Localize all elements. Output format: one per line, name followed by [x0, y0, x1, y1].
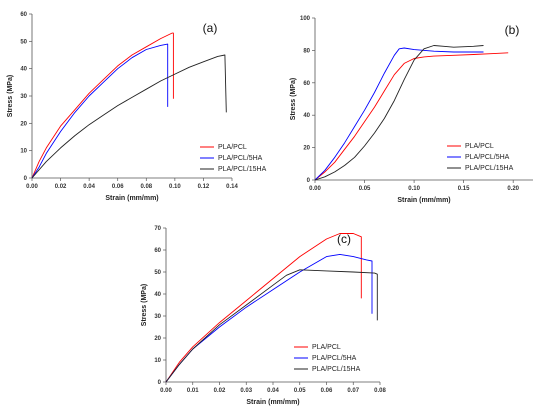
- chart-b-x-tick-label: 0.05: [359, 186, 371, 192]
- chart-b-series-line-2: [314, 45, 484, 181]
- chart-a-x-tick-label: 0.12: [198, 184, 210, 190]
- chart-b-y-tick-label: 40: [303, 113, 310, 119]
- chart-a-x-tick-label: 0.08: [140, 184, 152, 190]
- chart-c-x-axis-label: Strain (mm/mm): [246, 399, 299, 406]
- chart-a-x-tick-label: 0.06: [112, 184, 124, 190]
- chart-c-series-line-0: [165, 233, 362, 383]
- chart-a-y-tick-label: 60: [20, 12, 27, 18]
- chart-b-panel-label: (b): [505, 23, 520, 37]
- chart-c-y-tick-label: 50: [154, 270, 161, 276]
- chart-c-x-tick-label: 0.01: [187, 388, 199, 394]
- chart-a-x-tick-label: 0.14: [226, 184, 238, 190]
- chart-b-y-tick-label: 0: [307, 178, 311, 184]
- chart-c-x-tick-label: 0.02: [214, 388, 226, 394]
- chart-a-series-line-0: [31, 32, 174, 179]
- chart-c-x-tick-label: 0.04: [267, 388, 279, 394]
- chart-a-y-tick-label: 40: [20, 67, 27, 73]
- chart-b-series-line-1: [314, 47, 484, 181]
- chart-c-legend-label-0: PLA/PCL: [312, 344, 341, 351]
- chart-c-x-tick-label: 0.08: [374, 388, 386, 394]
- chart-c-y-tick-label: 0: [158, 380, 162, 386]
- chart-c-x-tick-label: 0.05: [294, 388, 306, 394]
- chart-b-y-tick-label: 60: [303, 81, 310, 87]
- chart-a-y-axis-label: Stress (MPa): [7, 75, 14, 117]
- chart-c-x-tick-label: 0.07: [347, 388, 359, 394]
- chart-c-y-tick-label: 40: [154, 292, 161, 298]
- chart-c-y-tick-label: 20: [154, 336, 161, 342]
- chart-c-y-axis-label: Stress (MPa): [141, 284, 148, 326]
- chart-c-x-tick-label: 0.00: [160, 388, 172, 394]
- chart-b-legend-label-1: PLA/PCL/5HA: [465, 154, 510, 161]
- chart-a-y-tick-label: 30: [20, 94, 27, 100]
- chart-c-legend-label-2: PLA/PCL/15HA: [312, 366, 361, 373]
- chart-c-series-line-1: [165, 253, 373, 383]
- chart-b-x-tick-label: 0.10: [408, 186, 420, 192]
- chart-a-x-tick-label: 0.10: [169, 184, 181, 190]
- chart-b-y-tick-label: 20: [303, 146, 310, 152]
- chart-a-y-tick-label: 0: [24, 176, 28, 182]
- chart-a-series-line-2: [31, 54, 227, 179]
- chart-b-y-tick-label: 80: [303, 48, 310, 54]
- chart-c-x-tick-label: 0.06: [321, 388, 333, 394]
- chart-c-y-tick-label: 30: [154, 314, 161, 320]
- chart-a-y-tick-label: 20: [20, 121, 27, 127]
- chart-c-x-tick-label: 0.03: [240, 388, 252, 394]
- chart-c-y-tick-label: 60: [154, 248, 161, 254]
- chart-b-legend-label-0: PLA/PCL: [465, 143, 494, 150]
- chart-a-y-tick-label: 10: [20, 149, 27, 155]
- chart-a-x-tick-label: 0.02: [55, 184, 67, 190]
- chart-b-legend-label-2: PLA/PCL/15HA: [465, 165, 514, 172]
- chart-b-x-tick-label: 0.15: [458, 186, 470, 192]
- chart-a-x-axis-label: Strain (mm/mm): [105, 195, 158, 202]
- chart-a-x-tick-label: 0.00: [26, 184, 38, 190]
- chart-b-x-tick-label: 0.20: [507, 186, 519, 192]
- chart-a-legend-label-2: PLA/PCL/15HA: [218, 166, 267, 173]
- chart-b-y-axis-label: Stress (MPa): [290, 78, 297, 120]
- chart-a-x-tick-label: 0.04: [83, 184, 95, 190]
- chart-c-legend-label-1: PLA/PCL/5HA: [312, 355, 357, 362]
- chart-c-series-line-2: [165, 269, 378, 383]
- chart-b-series-line-0: [314, 52, 509, 181]
- chart-a-legend-label-0: PLA/PCL: [218, 144, 247, 151]
- chart-c-y-tick-label: 10: [154, 358, 161, 364]
- chart-c-y-tick-label: 70: [154, 226, 161, 232]
- chart-b-y-tick-label: 100: [300, 16, 311, 22]
- chart-c-panel-label: (c): [337, 232, 351, 246]
- chart-b-x-axis-label: Strain (mm/mm): [397, 197, 450, 204]
- chart-a-series-line-1: [31, 43, 169, 179]
- chart-b-x-tick-label: 0.00: [309, 186, 321, 192]
- chart-a-legend-label-1: PLA/PCL/5HA: [218, 155, 263, 162]
- chart-a-panel-label: (a): [203, 21, 218, 35]
- chart-a-y-tick-label: 50: [20, 39, 27, 45]
